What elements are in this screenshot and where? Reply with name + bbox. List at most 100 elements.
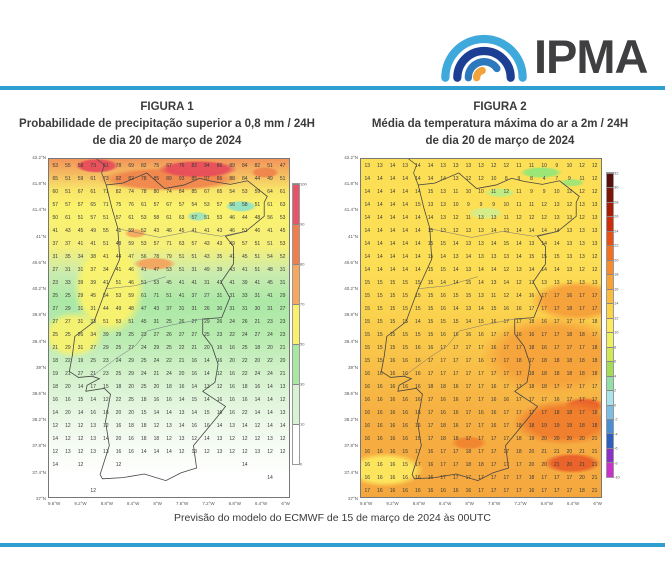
grid-value [62, 458, 75, 471]
grid-value: 16 [389, 461, 396, 468]
grid-value [175, 471, 188, 484]
grid-value: 15 [541, 253, 547, 260]
grid-value: 31 [52, 253, 59, 260]
grid-value: 15 [389, 331, 396, 338]
grid-value: 15 [364, 292, 371, 299]
grid-value: 27 [204, 292, 210, 299]
grid-value: 12 [52, 448, 59, 455]
grid-value: 13 [554, 279, 560, 286]
grid-value: 33 [90, 318, 96, 325]
grid-value: 61 [166, 214, 172, 221]
grid-value: 53 [115, 292, 122, 299]
colorbar-label: 50 [300, 341, 305, 347]
grid-value: 16 [402, 409, 408, 416]
grid-value: 31 [229, 292, 235, 299]
grid-value: 20 [178, 370, 185, 377]
figure1-value-grid: 53 55 58 73 61 78 69 82 75 67 76 82 94 86 89 84 82 51 47 65… [49, 159, 289, 497]
grid-value: 35 [65, 253, 71, 260]
grid-value: 53 [140, 240, 147, 247]
grid-value: 41 [140, 266, 147, 273]
grid-value: 13 [566, 214, 573, 221]
grid-value: 78 [115, 162, 122, 169]
grid-value: 13 [478, 214, 484, 221]
grid-value: 71 [103, 201, 109, 208]
grid-value: 31 [77, 266, 84, 273]
colorbar-label: 100 [300, 181, 307, 187]
grid-value: 20 [115, 409, 122, 416]
grid-value: 13 [402, 162, 408, 169]
grid-value: 17 [478, 422, 484, 429]
grid-value: 15 [440, 240, 446, 247]
grid-value: 13 [204, 383, 210, 390]
grid-value: 16 [440, 331, 446, 338]
figure1-colorbar: 100 90 80 70 50 30 10 0 [292, 182, 307, 467]
grid-value: 17 [541, 396, 547, 403]
grid-value: 15 [103, 383, 109, 390]
grid-value: 10 [465, 188, 472, 195]
grid-value: 67 [166, 162, 172, 169]
grid-value: 15 [452, 318, 459, 325]
grid-value: 85 [153, 175, 160, 182]
grid-value: 49 [115, 305, 122, 312]
grid-value: 13 [279, 409, 286, 416]
grid-value: 61 [140, 292, 147, 299]
grid-value: 61 [103, 162, 109, 169]
grid-value: 18 [516, 357, 522, 364]
grid-value: 56 [140, 253, 147, 260]
grid-value: 18 [153, 435, 160, 442]
grid-value: 51 [77, 214, 84, 221]
grid-value: 15 [402, 305, 408, 312]
grid-value: 11 [453, 188, 459, 195]
grid-value: 17 [415, 448, 421, 455]
grid-value: 14 [402, 266, 408, 273]
grid-value: 57 [115, 214, 122, 221]
grid-value: 18 [541, 383, 547, 390]
grid-value: 16 [389, 435, 396, 442]
grid-value: 51 [254, 266, 261, 273]
grid-value: 16 [377, 487, 383, 494]
grid-value: 51 [254, 201, 261, 208]
grid-value: 44 [103, 305, 109, 312]
grid-value: 11 [491, 188, 497, 195]
grid-value [87, 458, 100, 471]
colorbar-segment [607, 259, 613, 275]
grid-value: 53 [216, 214, 223, 221]
grid-value: 12 [516, 279, 522, 286]
grid-value: 10 [566, 162, 573, 169]
grid-value [125, 484, 138, 497]
grid-value [251, 458, 264, 471]
lat-tick: 41.8°N [344, 181, 358, 187]
grid-value: 16 [541, 318, 547, 325]
grid-value: 16 [415, 487, 421, 494]
grid-value: 17 [452, 474, 459, 481]
grid-value: 18 [566, 305, 573, 312]
grid-value: 16 [364, 383, 371, 390]
grid-value: 12 [490, 162, 497, 169]
grid-value: 37 [90, 266, 96, 273]
grid-value: 25 [242, 344, 248, 351]
grid-value: 14 [440, 253, 446, 260]
grid-value: 17 [503, 331, 510, 338]
grid-value: 18 [465, 461, 472, 468]
lat-tick: 41.4°N [32, 207, 46, 213]
grid-value: 89 [166, 175, 172, 182]
grid-value: 49 [267, 175, 273, 182]
grid-value: 31 [279, 266, 286, 273]
grid-value: 15 [427, 227, 434, 234]
grid-value: 17 [465, 383, 472, 390]
grid-value: 17 [579, 344, 585, 351]
grid-value: 41 [229, 279, 235, 286]
grid-value: 64 [267, 188, 273, 195]
grid-value: 82 [140, 162, 147, 169]
grid-value: 31 [242, 305, 248, 312]
grid-value [226, 471, 239, 484]
grid-value: 31 [77, 305, 84, 312]
grid-value [175, 458, 188, 471]
figure2-subtitle: Média da temperatura máxima do ar a 2m /… [371, 118, 629, 130]
grid-value: 67 [166, 201, 172, 208]
grid-value: 17 [579, 292, 585, 299]
grid-value: 16 [452, 396, 459, 403]
grid-value: 15 [427, 305, 434, 312]
grid-value: 33 [65, 279, 71, 286]
figure2-titleblock: FIGURA 2 Média da temperatura máxima do … [342, 99, 658, 150]
